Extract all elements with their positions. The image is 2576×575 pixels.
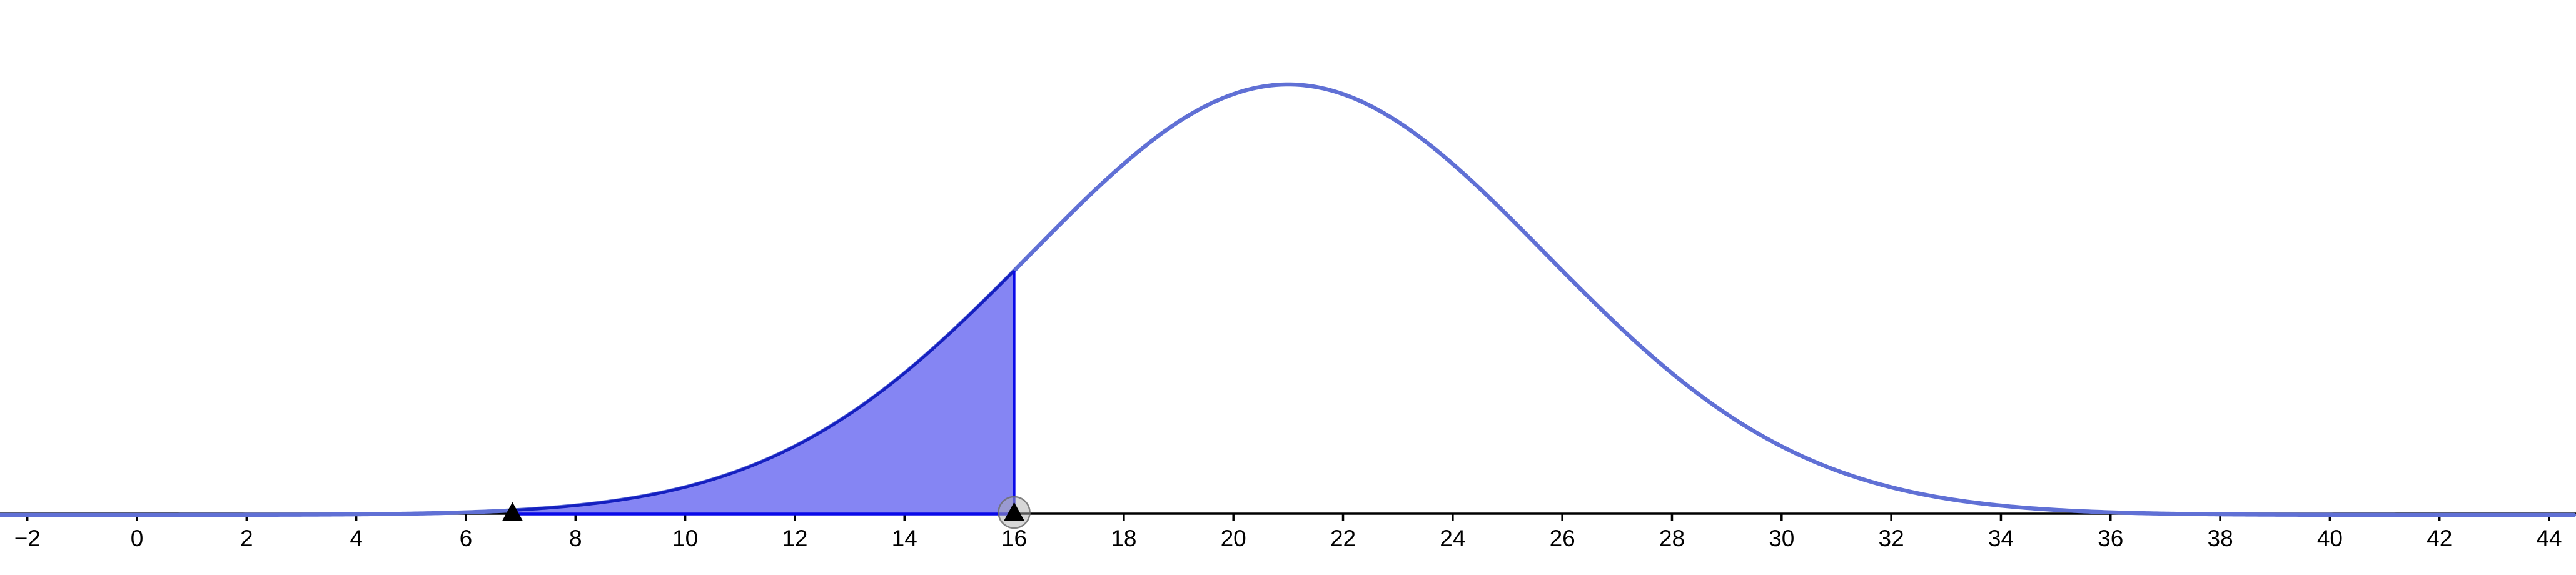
x-tick-label: 34 xyxy=(1988,526,2014,551)
interval-handle-left[interactable] xyxy=(502,502,523,521)
x-axis-tick-labels: −2 0 2 4 6 8 10 12 14 16 18 20 22 24 26 28 30 32 34 36 38 40 4… xyxy=(14,526,2562,551)
x-tick-label: 30 xyxy=(1769,526,1794,551)
interval-handle-right[interactable] xyxy=(1004,502,1025,521)
x-tick-label: 12 xyxy=(782,526,807,551)
x-tick-label: 40 xyxy=(2317,526,2343,551)
normal-curve-line xyxy=(0,82,2576,518)
region-fill xyxy=(512,271,1014,515)
x-tick-label: 10 xyxy=(672,526,698,551)
shaded-probability-region xyxy=(512,269,1016,516)
region-curve-border xyxy=(512,269,1016,512)
normal-curve xyxy=(0,82,2576,518)
x-tick-label: 36 xyxy=(2098,526,2123,551)
x-tick-label: 8 xyxy=(569,526,582,551)
x-tick-label: 24 xyxy=(1440,526,1465,551)
x-tick-label: 2 xyxy=(240,526,253,551)
x-tick-label: 18 xyxy=(1111,526,1136,551)
x-tick-label: 28 xyxy=(1659,526,1685,551)
x-tick-label: 20 xyxy=(1221,526,1246,551)
x-tick-label: 42 xyxy=(2427,526,2452,551)
x-tick-label: 26 xyxy=(1550,526,1575,551)
interval-handles[interactable] xyxy=(502,502,1025,521)
x-tick-label: 44 xyxy=(2536,526,2562,551)
x-tick-label: 4 xyxy=(350,526,363,551)
x-tick-label: 6 xyxy=(460,526,473,551)
x-tick-label: −2 xyxy=(14,526,41,551)
x-axis-ticks xyxy=(26,513,2550,521)
x-tick-label: 32 xyxy=(1879,526,1904,551)
x-tick-label: 14 xyxy=(892,526,917,551)
x-tick-label: 38 xyxy=(2208,526,2233,551)
x-tick-label: 22 xyxy=(1330,526,1356,551)
x-tick-label: 16 xyxy=(1001,526,1027,551)
x-tick-label: 0 xyxy=(131,526,144,551)
